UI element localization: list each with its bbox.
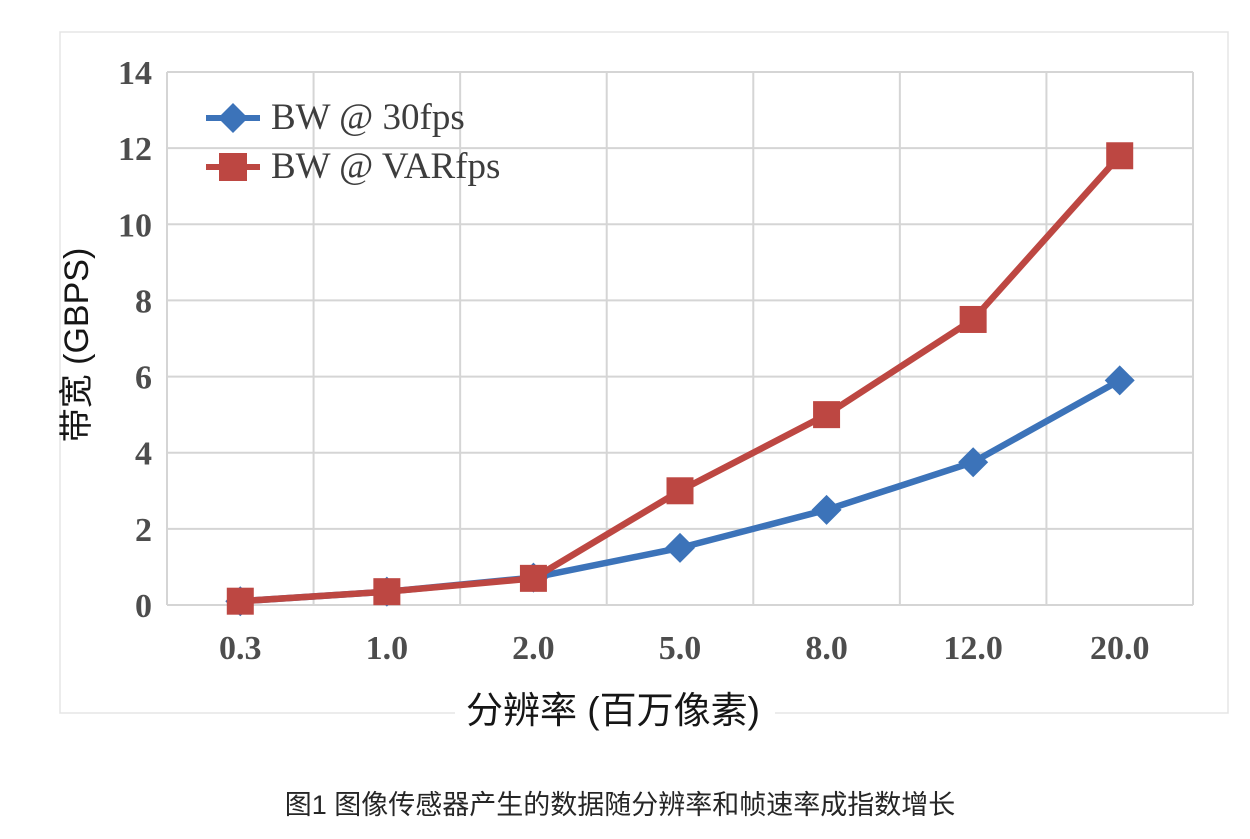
data-point-square <box>226 587 254 615</box>
legend: BW @ 30fps BW @ VARfps <box>204 94 500 190</box>
square-marker-icon <box>206 152 260 181</box>
data-point-square <box>519 564 547 592</box>
x-tick-label: 2.0 <box>512 630 555 667</box>
legend-item-bw-30fps: BW @ 30fps <box>204 94 500 141</box>
y-tick-label: 0 <box>135 588 152 625</box>
data-point-diamond <box>665 532 695 563</box>
x-axis-title: 分辨率 (百万像素) <box>466 690 760 731</box>
data-point-diamond <box>811 494 842 525</box>
data-point-square <box>666 477 694 505</box>
data-point-diamond <box>958 447 989 478</box>
title-backdrop <box>455 688 775 760</box>
x-tick-label: 5.0 <box>659 630 702 667</box>
legend-label: BW @ 30fps <box>271 97 465 138</box>
x-tick-label: 1.0 <box>366 630 409 667</box>
data-point-square <box>1106 142 1134 170</box>
legend-item-bw-varfps: BW @ VARfps <box>204 143 500 190</box>
y-axis-title: 带宽 (GBPS) <box>58 248 96 443</box>
y-tick-label: 10 <box>118 207 152 244</box>
plot-area: 0 2 4 6 8 10 12 14 0.3 1.0 2.0 5.0 8.0 12.0 20.0 <box>59 31 1229 760</box>
y-tick-label: 14 <box>118 55 152 92</box>
data-point-diamond <box>1104 365 1135 396</box>
data-point-square <box>959 305 987 333</box>
legend-label: BW @ VARfps <box>271 146 501 187</box>
diamond-marker-icon <box>206 102 260 133</box>
x-tick-label: 8.0 <box>805 630 848 667</box>
y-tick-label: 12 <box>118 131 152 168</box>
y-tick-label: 2 <box>135 512 152 549</box>
bandwidth-chart: 0 2 4 6 8 10 12 14 0.3 1.0 2.0 5.0 8.0 12.0 20.0 带宽 (G… <box>58 31 1229 760</box>
figure-caption: 图1 图像传感器产生的数据随分辨率和帧速率成指数增长 <box>284 790 956 820</box>
y-tick-label: 8 <box>135 283 152 320</box>
data-point-square <box>373 578 401 606</box>
data-point-square <box>813 401 841 429</box>
y-tick-label: 6 <box>135 360 152 397</box>
x-tick-label: 20.0 <box>1090 630 1150 667</box>
x-tick-label: 12.0 <box>943 630 1003 667</box>
y-tick-label: 4 <box>135 436 152 473</box>
x-tick-label: 0.3 <box>219 630 262 667</box>
